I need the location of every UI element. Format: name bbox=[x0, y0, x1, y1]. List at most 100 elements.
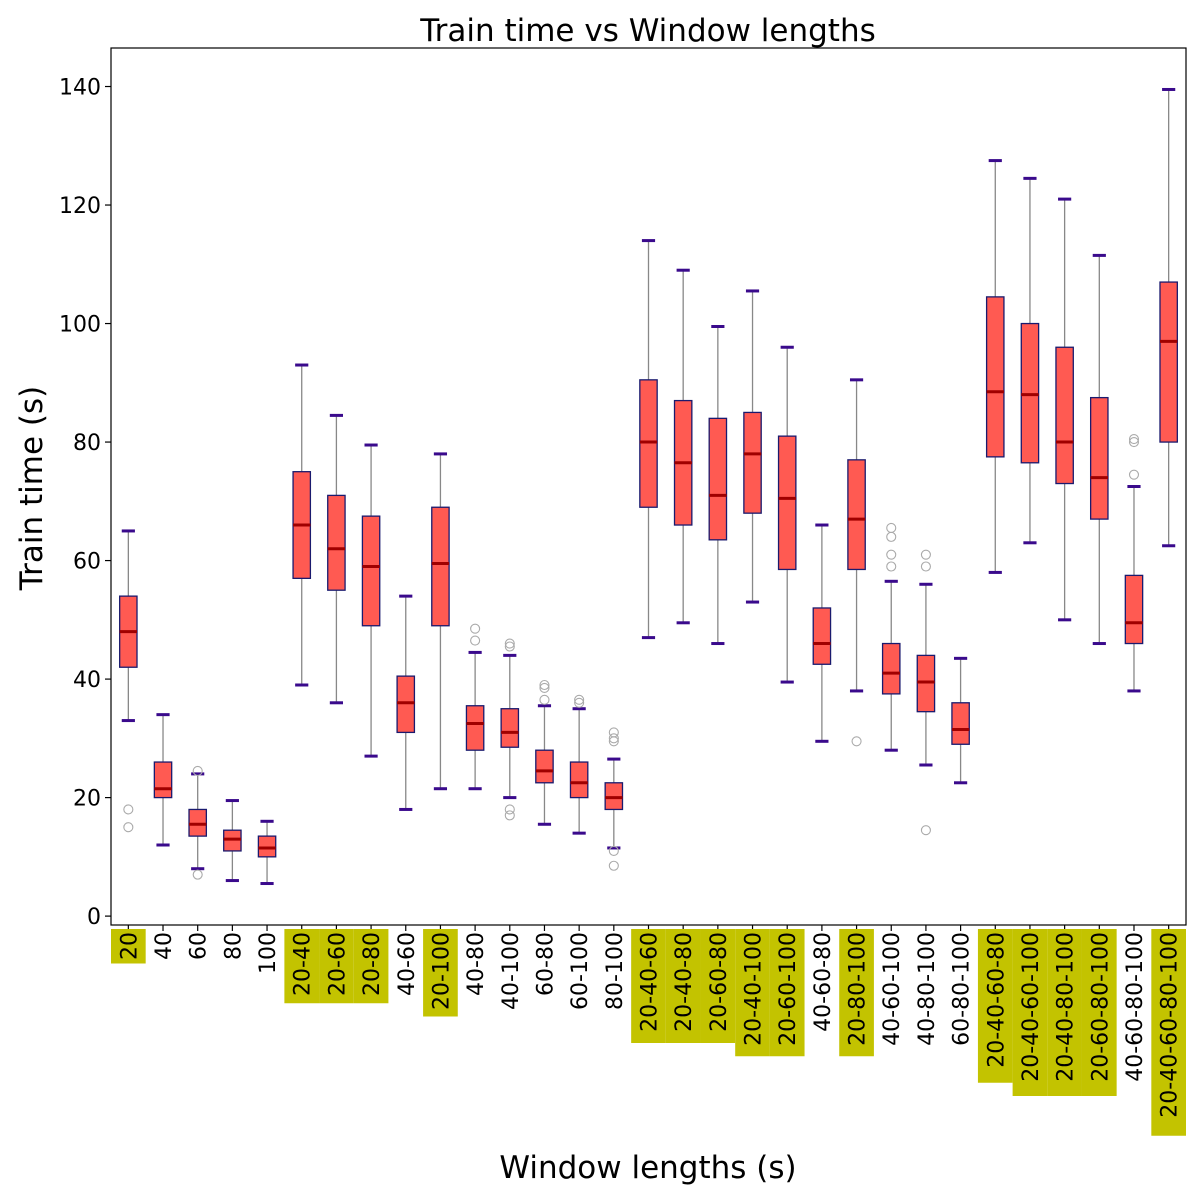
x-tick-label: 20-40-60-80 bbox=[984, 932, 1009, 1068]
box-20-40-60-100 bbox=[1020, 176, 1040, 545]
x-label-highlight bbox=[1012, 929, 1048, 1096]
x-tick-label: 20 bbox=[117, 932, 142, 960]
x-tick-label: 80-100 bbox=[603, 932, 628, 1010]
box-60-100 bbox=[569, 694, 589, 835]
x-label-highlight bbox=[769, 929, 805, 1057]
outlier-point bbox=[504, 638, 515, 649]
iqr-box bbox=[777, 435, 797, 571]
x-tick-label: 20-60-80-100 bbox=[1088, 932, 1113, 1082]
box-20-40 bbox=[292, 363, 312, 687]
outlier-point bbox=[539, 682, 550, 694]
x-tick-label: 60-100 bbox=[568, 932, 593, 1010]
outlier-point bbox=[886, 531, 897, 542]
x-label-highlight bbox=[319, 929, 354, 1004]
x-tick-label: 20-80 bbox=[360, 932, 385, 996]
outlier-point bbox=[192, 765, 203, 776]
outlier-point bbox=[123, 822, 134, 833]
chart-title: Train time vs Window lengths bbox=[419, 13, 876, 49]
outlier-point bbox=[1128, 437, 1140, 448]
box-20-100 bbox=[431, 452, 450, 791]
x-label-highlight bbox=[1047, 929, 1082, 1096]
outlier-point bbox=[470, 623, 481, 634]
iqr-box bbox=[327, 494, 346, 591]
box-20-40-60 bbox=[639, 239, 658, 640]
x-tick-label: 60-80-100 bbox=[950, 932, 975, 1046]
iqr-box bbox=[500, 708, 520, 748]
box-20-60-80-100 bbox=[1089, 253, 1109, 646]
x-tick-label: 20-40-60-100 bbox=[1019, 932, 1044, 1082]
y-axis-label: Train time (s) bbox=[14, 386, 50, 591]
x-tick-label: 20-40-60-80-100 bbox=[1158, 932, 1183, 1118]
outlier-point bbox=[470, 635, 481, 646]
x-tick-label: 40 bbox=[152, 932, 177, 960]
iqr-box bbox=[881, 642, 901, 695]
outlier-point bbox=[608, 733, 619, 744]
outlier-point bbox=[920, 549, 931, 560]
outlier-point bbox=[886, 522, 897, 534]
x-axis-label: Window lengths (s) bbox=[499, 1150, 796, 1186]
iqr-box bbox=[569, 761, 589, 799]
y-tick-label: 20 bbox=[73, 787, 101, 812]
outlier-point bbox=[1128, 434, 1140, 445]
iqr-box bbox=[153, 761, 173, 799]
outlier-point bbox=[608, 860, 619, 871]
x-tick-label: 20-40-60 bbox=[638, 932, 663, 1032]
outlier-point bbox=[886, 549, 897, 560]
x-tick-label: 80 bbox=[221, 932, 246, 960]
box-40-60 bbox=[396, 594, 416, 811]
outlier-point bbox=[886, 561, 897, 572]
outlier-point bbox=[504, 641, 515, 652]
x-label-highlight bbox=[839, 929, 874, 1057]
x-tick-label: 40-60 bbox=[395, 932, 420, 996]
x-tick-label: 20-80-100 bbox=[846, 932, 871, 1046]
outlier-point bbox=[608, 845, 619, 856]
outlier-point bbox=[504, 810, 515, 821]
box-80-100 bbox=[604, 727, 624, 871]
x-tick-label: 20-60-80 bbox=[707, 932, 732, 1032]
x-tick-label: 40-100 bbox=[499, 932, 524, 1010]
outlier-point bbox=[504, 804, 515, 815]
outlier-point bbox=[539, 694, 550, 705]
iqr-box bbox=[1055, 346, 1074, 485]
box-20-60 bbox=[327, 413, 346, 705]
iqr-box bbox=[951, 702, 970, 745]
x-tick-label: 20-40 bbox=[291, 932, 316, 996]
x-label-highlight bbox=[631, 929, 666, 1043]
x-label-highlight bbox=[700, 929, 736, 1043]
box-20-40-60-80-100 bbox=[1159, 87, 1178, 548]
box-40-60-80-100 bbox=[1124, 434, 1144, 693]
iqr-box bbox=[847, 459, 866, 571]
outlier-point bbox=[192, 869, 203, 880]
y-axis: 0 20 40 60 80 100 120 140 bbox=[59, 76, 111, 930]
box-series bbox=[119, 87, 1178, 886]
x-label-highlight bbox=[284, 929, 320, 1004]
y-tick-label: 0 bbox=[87, 905, 101, 930]
box-40-60-80 bbox=[812, 523, 832, 743]
iqr-box bbox=[431, 506, 450, 627]
outlier-point bbox=[539, 679, 550, 691]
y-tick-label: 100 bbox=[59, 313, 101, 338]
box-20-80-100 bbox=[847, 378, 866, 747]
y-tick-label: 120 bbox=[59, 194, 101, 219]
box-40 bbox=[153, 713, 173, 847]
box-80 bbox=[223, 799, 242, 883]
x-tick-label: 20-40-100 bbox=[742, 932, 767, 1046]
box-20-40-80-100 bbox=[1055, 197, 1074, 622]
box-40-60-100 bbox=[881, 522, 901, 752]
x-label-highlight bbox=[353, 929, 389, 1004]
y-tick-label: 60 bbox=[73, 550, 101, 575]
x-tick-label: 60 bbox=[187, 932, 212, 960]
x-label-highlight bbox=[1151, 929, 1186, 1136]
box-60 bbox=[188, 765, 208, 880]
x-tick-label: 20-60-100 bbox=[776, 932, 801, 1046]
box-100 bbox=[257, 819, 277, 886]
iqr-box bbox=[708, 417, 728, 541]
iqr-box bbox=[1124, 574, 1144, 645]
x-tick-label: 40-60-100 bbox=[880, 932, 905, 1046]
outlier-point bbox=[123, 804, 134, 815]
plot-frame bbox=[110, 47, 1187, 926]
outlier-point bbox=[851, 736, 862, 747]
iqr-box bbox=[1159, 281, 1178, 443]
x-label-highlight bbox=[977, 929, 1013, 1083]
